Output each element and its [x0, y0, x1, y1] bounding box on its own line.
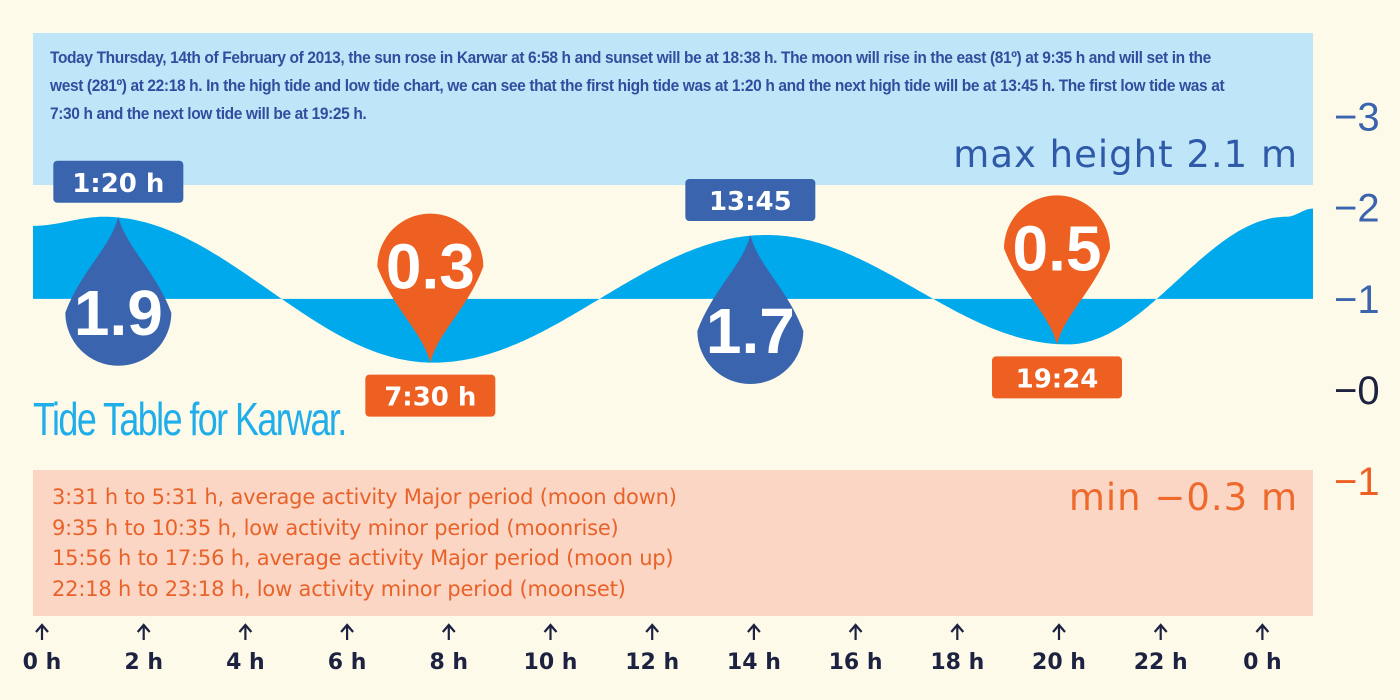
x-tick-arrow — [645, 623, 660, 633]
tide-drop — [65, 216, 172, 366]
high-tide-marker: 1.9 1:20 h — [53, 160, 184, 366]
x-tick-label: 12 h — [625, 650, 679, 675]
activity-period: 22:18 h to 23:18 h, low activity minor p… — [52, 576, 626, 601]
high-tide-marker: 1.7 13:45 — [685, 179, 816, 384]
tide-height-value: 0.5 — [1013, 212, 1102, 284]
x-tick-label: 6 h — [328, 650, 367, 675]
tide-time-label: 13:45 — [709, 187, 792, 217]
x-tick-arrow — [1255, 623, 1270, 633]
tide-drop — [697, 235, 804, 384]
info-panel — [33, 33, 1313, 185]
tide-drop — [377, 213, 484, 363]
low-tide-marker: 0.5 19:24 — [992, 195, 1122, 399]
min-height-label: min −0.3 m — [1068, 476, 1298, 519]
x-tick-arrow — [747, 623, 761, 633]
page-title: Tide Table for Karwar. — [33, 393, 347, 445]
max-height-label: max height 2.1 m — [953, 133, 1298, 176]
y-tick-label: −1 — [1334, 460, 1380, 504]
y-tick-label: −0 — [1334, 369, 1380, 413]
x-tick-label: 0 h — [23, 650, 62, 675]
x-tick-label: 2 h — [124, 650, 163, 675]
x-tick-arrow — [1153, 623, 1168, 633]
x-tick-arrow — [1052, 623, 1066, 633]
tide-area — [33, 208, 1313, 363]
x-tick-label: 16 h — [829, 650, 883, 675]
x-tick-label: 10 h — [524, 650, 578, 675]
x-tick-arrow — [136, 623, 151, 633]
x-tick-label: 22 h — [1134, 650, 1188, 675]
y-tick-label: −2 — [1334, 187, 1380, 231]
x-tick-arrow — [848, 623, 863, 633]
time-badge — [685, 179, 816, 221]
info-text: Today Thursday, 14th of February of 2013… — [50, 49, 1225, 123]
x-tick-arrow — [238, 623, 253, 633]
x-tick-label: 4 h — [226, 650, 265, 675]
x-tick-arrow — [340, 623, 354, 633]
tide-height-value: 0.3 — [386, 231, 475, 303]
x-tick-arrow — [441, 623, 456, 633]
tide-time-label: 19:24 — [1016, 364, 1099, 394]
activity-period: 3:31 h to 5:31 h, average activity Major… — [52, 485, 677, 509]
tide-time-label: 1:20 h — [72, 169, 164, 199]
x-tick-arrow — [950, 623, 965, 633]
time-badge — [992, 356, 1122, 399]
activity-period: 15:56 h to 17:56 h, average activity Maj… — [52, 546, 674, 570]
activity-panel — [33, 470, 1313, 616]
y-tick-label: −1 — [1334, 278, 1380, 322]
time-badge — [53, 160, 184, 203]
tide-height-value: 1.7 — [706, 295, 795, 367]
x-tick-label: 0 h — [1243, 650, 1282, 675]
x-tick-arrow — [543, 623, 558, 633]
tide-time-label: 7:30 h — [384, 383, 476, 413]
y-tick-label: −3 — [1334, 95, 1380, 139]
tide-drop — [1004, 195, 1110, 345]
x-tick-arrow — [35, 623, 49, 633]
x-tick-label: 14 h — [727, 650, 781, 675]
x-tick-label: 20 h — [1032, 650, 1086, 675]
activity-period: 9:35 h to 10:35 h, low activity minor pe… — [52, 515, 619, 540]
activity-list: 3:31 h to 5:31 h, average activity Major… — [52, 482, 677, 604]
x-tick-label: 8 h — [429, 650, 468, 675]
tide-height-value: 1.9 — [74, 277, 163, 349]
low-tide-marker: 0.3 7:30 h — [365, 213, 496, 417]
x-tick-label: 18 h — [930, 650, 984, 675]
time-badge — [365, 374, 496, 417]
